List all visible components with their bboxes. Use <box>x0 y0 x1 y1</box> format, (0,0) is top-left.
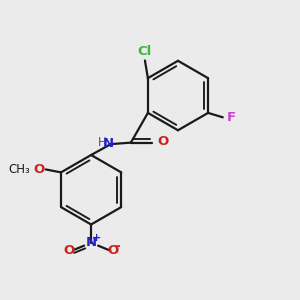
Text: CH₃: CH₃ <box>9 163 30 176</box>
Text: Cl: Cl <box>138 44 152 58</box>
Text: N: N <box>103 137 114 150</box>
Text: N: N <box>85 236 97 249</box>
Text: O: O <box>108 244 119 257</box>
Text: +: + <box>92 233 101 243</box>
Text: O: O <box>158 135 169 148</box>
Text: O: O <box>33 163 44 176</box>
Text: O: O <box>63 244 74 257</box>
Text: H: H <box>98 136 107 149</box>
Text: -: - <box>115 239 121 253</box>
Text: F: F <box>226 111 236 124</box>
